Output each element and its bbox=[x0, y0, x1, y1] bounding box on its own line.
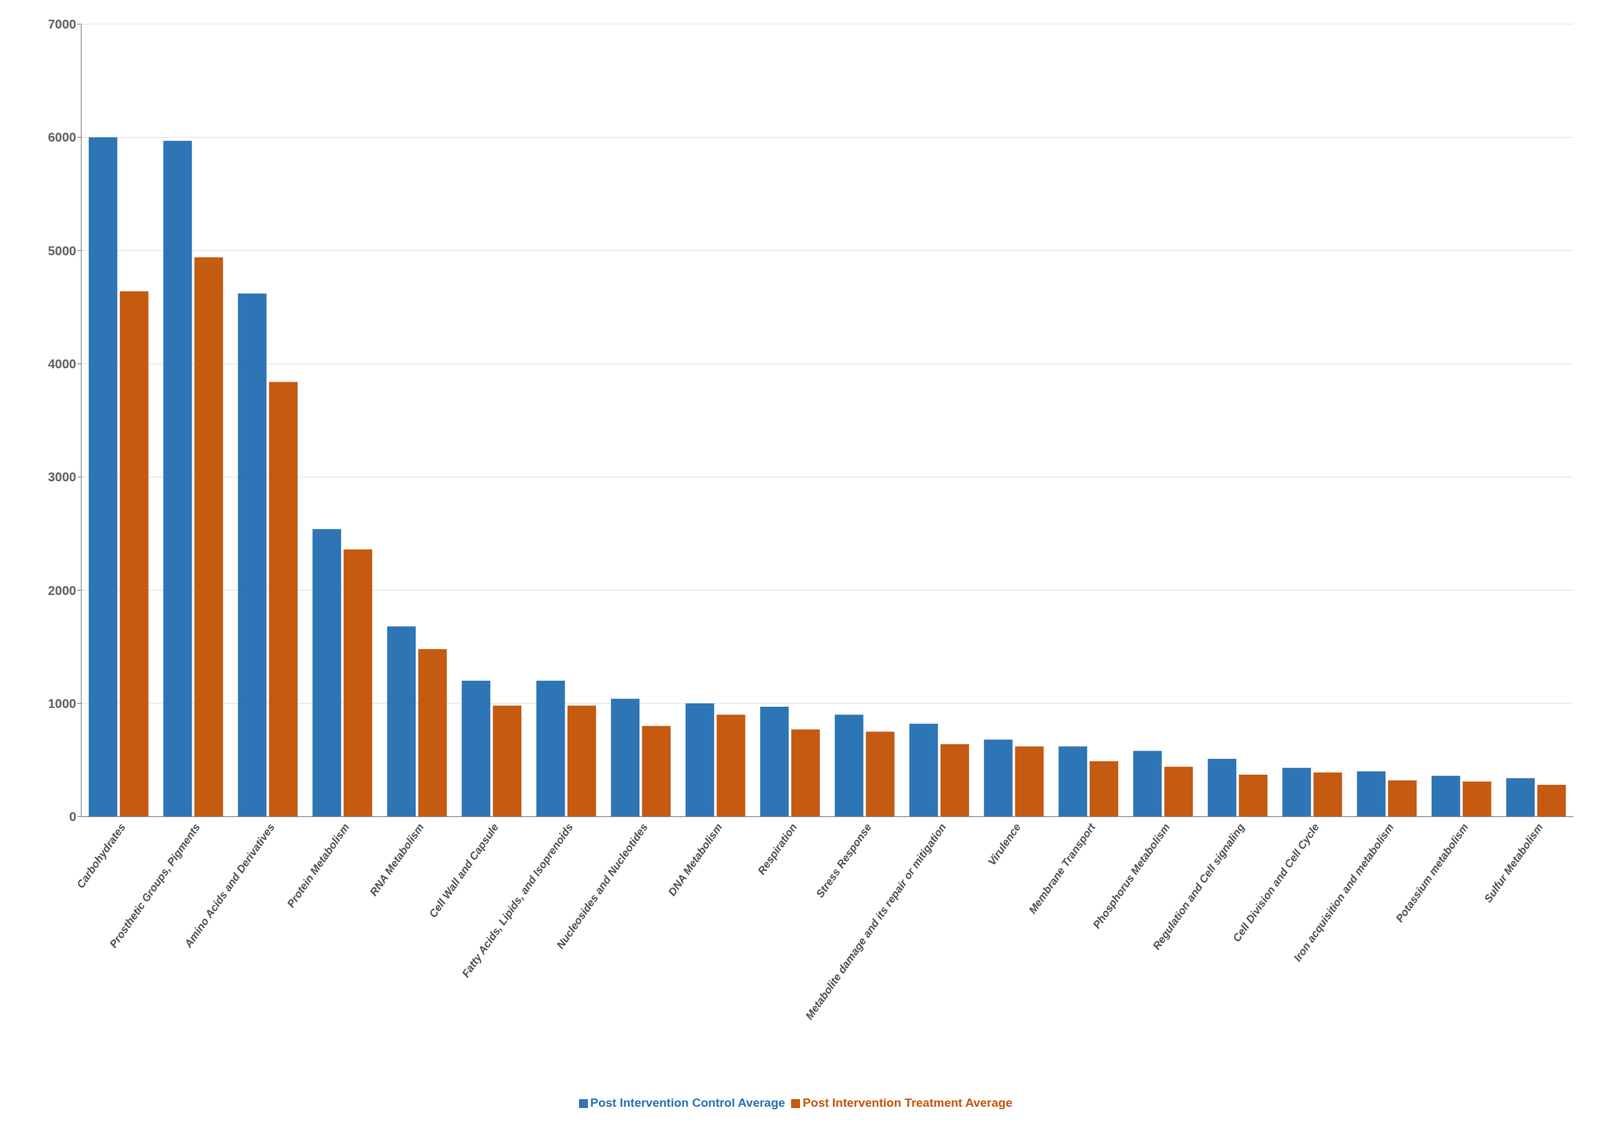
svg-text:Protein Metabolism: Protein Metabolism bbox=[284, 820, 352, 910]
svg-text:3000: 3000 bbox=[48, 469, 77, 484]
svg-text:Amino Acids and Derivatives: Amino Acids and Derivatives bbox=[181, 820, 277, 950]
svg-text:Carbohydrates: Carbohydrates bbox=[74, 820, 128, 891]
html-text:Post Intervention Treatment Av: Post Intervention Treatment Average bbox=[802, 1095, 1013, 1110]
svg-text:0: 0 bbox=[69, 809, 77, 824]
svg-text:4000: 4000 bbox=[48, 356, 77, 371]
svg-text:2000: 2000 bbox=[48, 583, 77, 598]
svg-text:Metabolite damage and its repa: Metabolite damage and its repair or miti… bbox=[803, 820, 949, 1022]
svg-text:7000: 7000 bbox=[48, 17, 77, 32]
svg-text:Stress Response: Stress Response bbox=[813, 820, 875, 900]
svg-text:Phosphorus Metabolism: Phosphorus Metabolism bbox=[1090, 820, 1173, 931]
svg-text:Iron acquisition and metabolis: Iron acquisition and metabolism bbox=[1291, 820, 1397, 964]
svg-text:6000: 6000 bbox=[48, 130, 77, 145]
svg-text:Virulence: Virulence bbox=[985, 820, 1023, 868]
svg-text:1000: 1000 bbox=[48, 696, 77, 711]
svg-text:Membrane Transport: Membrane Transport bbox=[1026, 820, 1099, 916]
svg-text:Regulation and Cell signaling: Regulation and Cell signaling bbox=[1150, 820, 1247, 952]
svg-text:Sulfur Metabolism: Sulfur Metabolism bbox=[1481, 820, 1546, 905]
svg-text:Prosthetic Groups, Pigments: Prosthetic Groups, Pigments bbox=[107, 820, 203, 950]
svg-text:Nucleosides and Nucleotides: Nucleosides and Nucleotides bbox=[554, 820, 651, 951]
svg-text:Cell Division and Cell Cycle: Cell Division and Cell Cycle bbox=[1230, 820, 1322, 945]
svg-text:DNA Metabolism: DNA Metabolism bbox=[666, 820, 726, 898]
svg-text:Respiration: Respiration bbox=[755, 820, 800, 877]
svg-text:Potassium metabolism: Potassium metabolism bbox=[1393, 820, 1472, 925]
svg-text:Cell Wall and Capsule: Cell Wall and Capsule bbox=[426, 820, 501, 920]
html-text:Post Intervention Control Aver: Post Intervention Control Average bbox=[590, 1095, 786, 1110]
svg-text:Fatty Acids, Lipids, and Isopr: Fatty Acids, Lipids, and Isoprenoids bbox=[459, 820, 576, 980]
svg-text:RNA Metabolism: RNA Metabolism bbox=[367, 820, 427, 898]
svg-text:5000: 5000 bbox=[48, 243, 77, 258]
